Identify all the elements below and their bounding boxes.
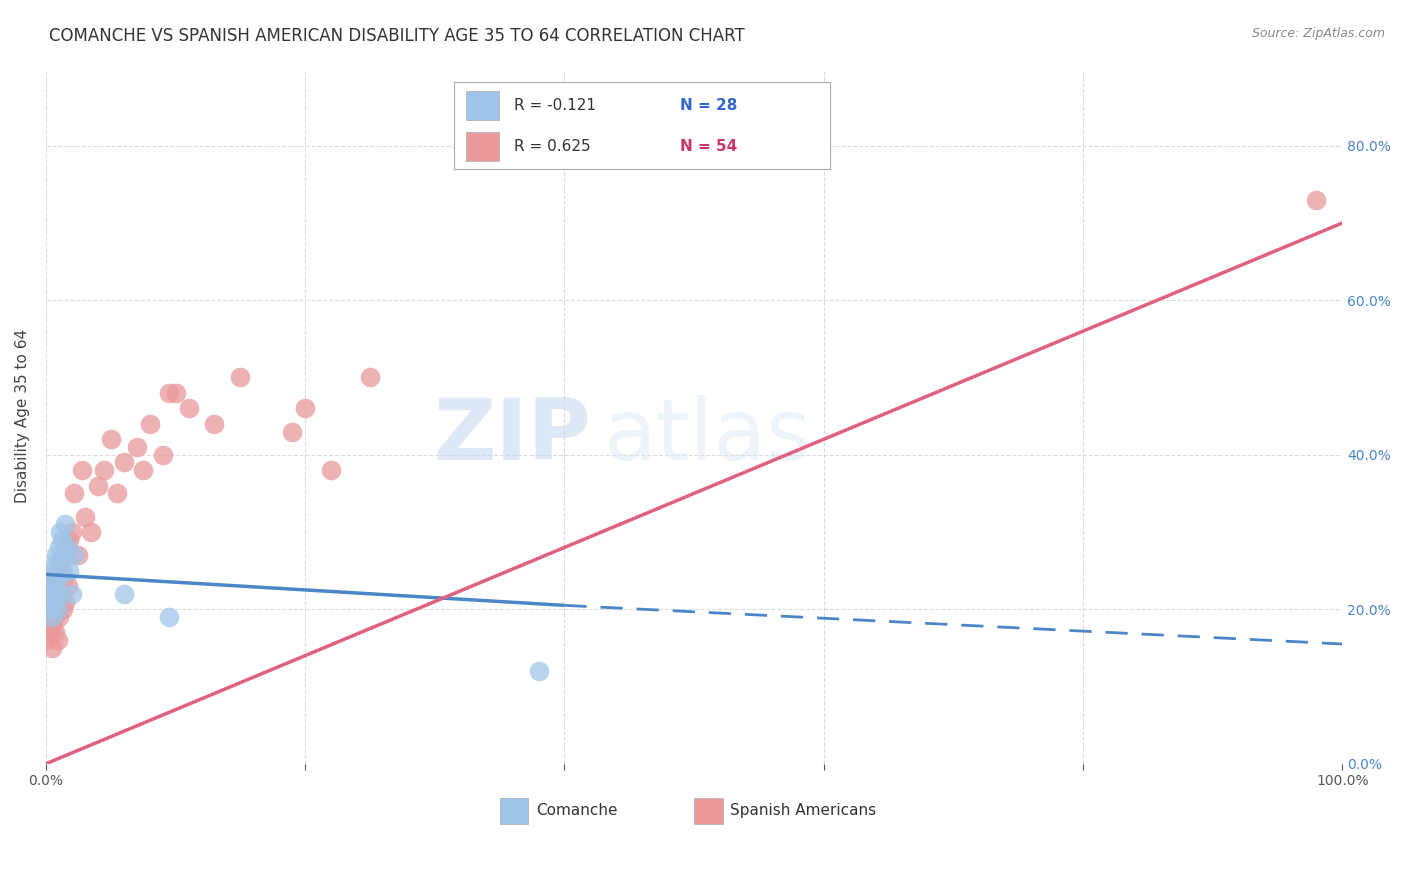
Point — [132, 463, 155, 477]
Point — [112, 455, 135, 469]
Point — [39, 610, 62, 624]
Point — [55, 541, 77, 555]
Text: atlas: atlas — [603, 395, 811, 478]
Point — [41, 617, 63, 632]
Point — [41, 579, 63, 593]
Point — [39, 594, 62, 608]
Point — [44, 594, 66, 608]
Text: COMANCHE VS SPANISH AMERICAN DISABILITY AGE 35 TO 64 CORRELATION CHART: COMANCHE VS SPANISH AMERICAN DISABILITY … — [49, 27, 745, 45]
Point — [1305, 193, 1327, 207]
Point — [204, 417, 226, 431]
Point — [60, 524, 83, 539]
Point — [294, 401, 316, 416]
FancyBboxPatch shape — [499, 797, 529, 824]
Point — [38, 587, 60, 601]
Point — [44, 625, 66, 640]
Point — [55, 541, 77, 555]
Point — [63, 486, 86, 500]
Point — [48, 610, 70, 624]
Text: ZIP: ZIP — [433, 395, 591, 478]
Point — [87, 478, 110, 492]
Point — [45, 602, 67, 616]
Point — [63, 548, 86, 562]
Point — [38, 602, 60, 616]
Point — [53, 571, 76, 585]
Point — [45, 579, 67, 593]
Point — [37, 633, 59, 648]
Point — [55, 594, 77, 608]
Point — [48, 587, 70, 601]
Text: Spanish Americans: Spanish Americans — [730, 804, 876, 819]
Point — [67, 548, 90, 562]
Point — [49, 556, 72, 570]
Point — [46, 602, 69, 616]
Point — [52, 564, 75, 578]
Point — [45, 579, 67, 593]
Point — [44, 556, 66, 570]
Point — [38, 602, 60, 616]
Point — [157, 386, 180, 401]
Point — [46, 587, 69, 601]
Point — [46, 571, 69, 585]
Point — [39, 571, 62, 585]
Point — [80, 524, 103, 539]
Point — [359, 370, 381, 384]
Point — [55, 517, 77, 532]
Point — [112, 587, 135, 601]
Point — [48, 541, 70, 555]
Point — [45, 548, 67, 562]
Point — [138, 417, 160, 431]
Point — [152, 448, 174, 462]
Point — [41, 610, 63, 624]
FancyBboxPatch shape — [695, 797, 723, 824]
Point — [51, 587, 73, 601]
Point — [73, 509, 96, 524]
Text: Comanche: Comanche — [536, 804, 617, 819]
Point — [60, 587, 83, 601]
Point — [39, 594, 62, 608]
Point — [51, 533, 73, 547]
Point — [229, 370, 252, 384]
Point — [56, 579, 79, 593]
Point — [53, 548, 76, 562]
Point — [52, 602, 75, 616]
Point — [41, 640, 63, 655]
Point — [42, 587, 65, 601]
Point — [38, 625, 60, 640]
Point — [38, 587, 60, 601]
Point — [157, 610, 180, 624]
Point — [58, 564, 80, 578]
Point — [38, 617, 60, 632]
Point — [321, 463, 343, 477]
Point — [48, 564, 70, 578]
Text: Source: ZipAtlas.com: Source: ZipAtlas.com — [1251, 27, 1385, 40]
Y-axis label: Disability Age 35 to 64: Disability Age 35 to 64 — [15, 329, 30, 503]
Point — [281, 425, 304, 439]
Point — [49, 524, 72, 539]
Point — [105, 486, 128, 500]
Point — [42, 587, 65, 601]
Point — [165, 386, 187, 401]
Point — [42, 564, 65, 578]
Point — [72, 463, 94, 477]
Point — [177, 401, 200, 416]
Point — [125, 440, 148, 454]
Point — [527, 664, 550, 678]
Point — [41, 579, 63, 593]
Point — [44, 571, 66, 585]
Point — [93, 463, 115, 477]
Point — [46, 633, 69, 648]
Point — [100, 432, 122, 446]
Point — [58, 533, 80, 547]
Point — [44, 594, 66, 608]
Point — [42, 610, 65, 624]
